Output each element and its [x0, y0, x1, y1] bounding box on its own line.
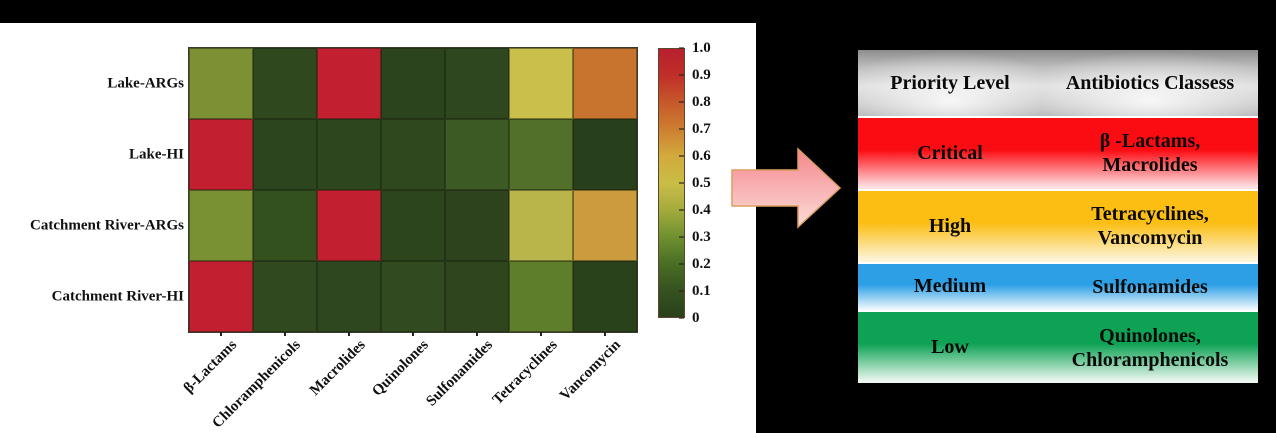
heatmap-cell	[445, 48, 509, 119]
priority-table-row: High Tetracyclines, Vancomycin	[858, 188, 1258, 262]
priority-level-cell: Low	[931, 336, 969, 359]
colorbar-tick-label: 0.5	[692, 175, 711, 191]
heatmap-cell	[509, 48, 573, 119]
colorbar-tick-label: 0.1	[692, 283, 711, 299]
priority-table-row: Critical β -Lactams, Macrolides	[858, 116, 1258, 189]
heatmap-cell	[573, 190, 637, 261]
heatmap-row-label: Lake-HI	[128, 146, 184, 162]
heatmap-cell	[189, 119, 253, 190]
heatmap-cell	[509, 190, 573, 261]
heatmap-cell	[573, 48, 637, 119]
colorbar-tick-label: 0.2	[692, 256, 711, 272]
heatmap-cell	[189, 261, 253, 332]
priority-table-header-row: Priority Level Antibiotics Classess	[858, 50, 1258, 116]
priority-level-cell: Critical	[917, 141, 983, 164]
heatmap-cell	[253, 261, 317, 332]
priority-table: Priority Level Antibiotics Classess Crit…	[858, 50, 1258, 383]
heatmap-cell	[253, 48, 317, 119]
heatmap-cell	[445, 261, 509, 332]
colorbar-tick-mark	[679, 182, 684, 184]
colorbar-tick-mark	[679, 236, 684, 238]
colorbar-tick-mark	[679, 128, 684, 130]
antibiotics-classes-cell: β -Lactams, Macrolides	[1042, 118, 1258, 189]
x-axis-tick-mark	[476, 332, 478, 336]
heatmap-cell	[189, 48, 253, 119]
heatmap-cell	[189, 190, 253, 261]
colorbar-tick-mark	[679, 155, 684, 157]
heatmap-cell	[317, 261, 381, 332]
heatmap-row-label: Catchment River-HI	[51, 288, 184, 304]
priority-table-row: Medium Sulfonamides	[858, 261, 1258, 311]
heatmap-row-label: Lake-ARGs	[107, 75, 184, 91]
heatmap-cell	[253, 190, 317, 261]
colorbar-tick-mark	[679, 209, 684, 211]
heatmap-cell	[381, 48, 445, 119]
x-axis-tick-mark	[412, 332, 414, 336]
antibiotics-classes-line: Sulfonamides	[1092, 275, 1208, 298]
right-arrow-icon	[731, 147, 842, 229]
heatmap-cell	[381, 119, 445, 190]
x-axis-tick-mark	[220, 332, 222, 336]
colorbar-tick-mark	[679, 101, 684, 103]
colorbar-tick-label: 0.4	[692, 202, 711, 218]
heatmap-cell	[317, 190, 381, 261]
colorbar-tick-label: 1.0	[692, 40, 711, 56]
priority-table-row: Low Quinolones, Chloramphenicols	[858, 310, 1258, 383]
colorbar-tick-label: 0.6	[692, 148, 711, 164]
colorbar-tick-label: 0.9	[692, 67, 711, 83]
priority-level-header: Priority Level	[858, 50, 1042, 116]
heatmap-cell	[573, 261, 637, 332]
heatmap-grid	[188, 47, 638, 333]
antibiotics-classes-cell: Sulfonamides	[1042, 264, 1258, 311]
antibiotics-classes-cell: Tetracyclines, Vancomycin	[1042, 191, 1258, 262]
colorbar-tick-mark	[679, 74, 684, 76]
heatmap-cell	[573, 119, 637, 190]
colorbar-tick-label: 0.8	[692, 94, 711, 110]
colorbar-tick-mark	[679, 263, 684, 265]
heatmap-cell	[253, 119, 317, 190]
colorbar-tick-label: 0.3	[692, 229, 711, 245]
antibiotics-classes-line: Vancomycin	[1097, 227, 1203, 250]
antibiotics-classes-line: Macrolides	[1102, 154, 1198, 177]
heatmap-cell	[381, 190, 445, 261]
heatmap-cell	[445, 119, 509, 190]
colorbar-tick-mark	[679, 47, 684, 49]
antibiotics-classes-cell: Quinolones, Chloramphenicols	[1042, 312, 1258, 383]
antibiotics-classes-line: Chloramphenicols	[1071, 348, 1229, 371]
colorbar-tick-label: 0.7	[692, 121, 711, 137]
heatmap-cell	[381, 261, 445, 332]
heatmap-cell	[445, 190, 509, 261]
heatmap-cell	[317, 119, 381, 190]
heatmap-cell	[509, 119, 573, 190]
priority-level-cell: High	[928, 214, 972, 237]
x-axis-tick-mark	[348, 332, 350, 336]
antibiotics-classes-line: Quinolones,	[1099, 324, 1201, 347]
colorbar-tick-mark	[679, 317, 684, 319]
colorbar-tick-label: 0	[692, 310, 700, 326]
heatmap-cell	[317, 48, 381, 119]
x-axis-tick-mark	[284, 332, 286, 336]
antibiotics-classes-header: Antibiotics Classess	[1042, 50, 1258, 116]
x-axis-tick-mark	[604, 332, 606, 336]
priority-level-cell: Medium	[913, 275, 987, 298]
colorbar-tick-mark	[679, 290, 684, 292]
antibiotics-classes-line: β -Lactams,	[1099, 130, 1201, 153]
priority-table-body: Critical β -Lactams, Macrolides High Tetracy…	[858, 116, 1258, 383]
antibiotics-classes-line: Tetracyclines,	[1091, 203, 1209, 226]
x-axis-tick-mark	[540, 332, 542, 336]
heatmap-cell	[509, 261, 573, 332]
heatmap-row-label: Catchment River-ARGs	[30, 217, 184, 233]
